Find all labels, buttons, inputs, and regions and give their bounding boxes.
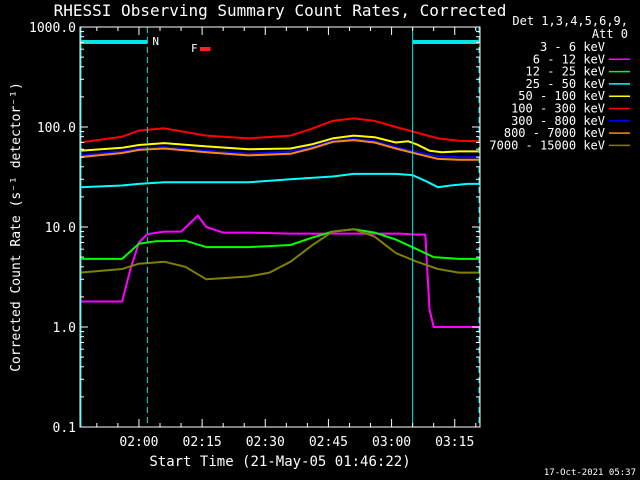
y-axis-label: Corrected Count Rate (s⁻¹ detector⁻¹) bbox=[9, 82, 24, 372]
legend-label: 100 - 300 keV bbox=[511, 102, 605, 116]
x-tick-label: 02:45 bbox=[309, 435, 348, 450]
y-tick-label: 0.1 bbox=[53, 421, 76, 436]
series-line-50-100-kev bbox=[79, 134, 480, 154]
legend-label: 50 - 100 keV bbox=[518, 89, 605, 103]
x-tick-label: 02:00 bbox=[119, 435, 158, 450]
x-axis: 02:00 02:15 02:30 02:45 03:00 03:15 bbox=[96, 27, 477, 450]
plot-area bbox=[79, 117, 481, 328]
legend-label: 300 - 800 keV bbox=[511, 114, 605, 128]
night-label: N bbox=[152, 35, 159, 48]
y-tick-label: 100.0 bbox=[37, 121, 76, 136]
legend-label: 7000 - 15000 keV bbox=[489, 138, 605, 152]
legend-label: 25 - 50 keV bbox=[526, 77, 605, 91]
series-line-25-50-kev bbox=[79, 172, 480, 189]
series-line-7000-15000-kev bbox=[79, 228, 480, 281]
y-axis: 0.1 1.0 10.0 100.0 1000.0 bbox=[29, 21, 480, 436]
y-tick-label: 1.0 bbox=[53, 321, 76, 336]
legend-label: 12 - 25 keV bbox=[526, 65, 605, 79]
y-tick-label: 10.0 bbox=[45, 221, 76, 236]
series-line-300-800-kev bbox=[79, 137, 480, 159]
flare-label: F bbox=[191, 42, 198, 55]
x-tick-label: 03:00 bbox=[372, 435, 411, 450]
legend-label: 6 - 12 keV bbox=[533, 52, 605, 66]
x-tick-label: 02:15 bbox=[183, 435, 222, 450]
timestamp: 17-Oct-2021 05:37 bbox=[544, 468, 636, 478]
series-line-6-12-kev bbox=[80, 214, 480, 328]
x-axis-label: Start Time (21-May-05 01:46:22) bbox=[149, 454, 410, 470]
x-tick-label: 03:15 bbox=[435, 435, 474, 450]
y-tick-label: 1000.0 bbox=[29, 21, 76, 36]
series-line-3-6-kev bbox=[80, 268, 481, 328]
legend-label: 3 - 6 keV bbox=[540, 40, 605, 54]
series-line-12-25-kev bbox=[80, 228, 480, 260]
series-line-800-7000-kev bbox=[79, 139, 480, 161]
series-line-100-300-kev bbox=[79, 117, 481, 144]
legend-header-line-1: Det 1,3,4,5,6,9, bbox=[512, 14, 628, 28]
legend-header-line-2: Att 0 bbox=[592, 27, 628, 41]
chart-title: RHESSI Observing Summary Count Rates, Co… bbox=[54, 1, 507, 20]
legend-label: 800 - 7000 keV bbox=[504, 126, 605, 140]
x-tick-label: 02:30 bbox=[246, 435, 285, 450]
